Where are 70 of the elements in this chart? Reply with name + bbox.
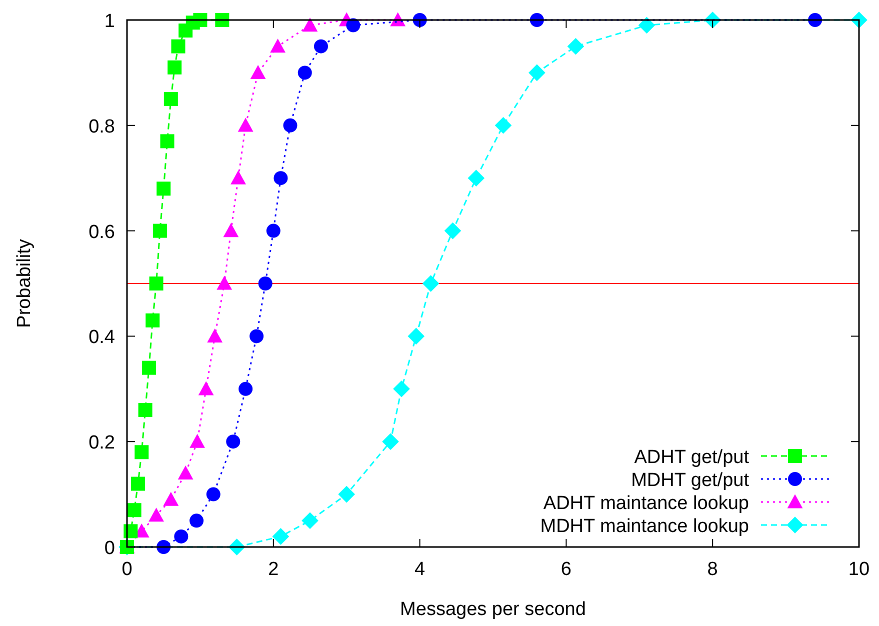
point <box>190 434 205 448</box>
point <box>148 508 164 522</box>
point <box>567 38 584 55</box>
point <box>207 328 223 342</box>
x-tick-label: 10 <box>848 559 870 580</box>
point <box>178 466 194 480</box>
point <box>444 222 462 240</box>
point <box>238 118 254 132</box>
x-tick-label: 6 <box>560 559 572 580</box>
point <box>223 223 239 238</box>
point <box>346 18 360 32</box>
point <box>250 329 264 344</box>
point <box>298 66 312 80</box>
legend-label: ADHT maintance lookup <box>543 493 749 514</box>
point <box>270 38 286 53</box>
point <box>206 487 220 502</box>
y-tick-label: 0.6 <box>88 222 115 243</box>
point <box>164 92 178 106</box>
point <box>422 275 440 292</box>
point <box>163 492 179 506</box>
point <box>216 276 232 290</box>
point <box>134 445 149 460</box>
point <box>230 170 246 184</box>
x-tick-label: 0 <box>122 559 132 580</box>
point <box>338 486 355 503</box>
point <box>266 224 280 238</box>
point <box>274 171 288 186</box>
point <box>408 328 425 345</box>
point <box>156 182 171 196</box>
point <box>302 18 318 32</box>
point <box>638 16 656 34</box>
point <box>190 514 204 528</box>
point <box>168 60 182 74</box>
point <box>160 134 174 148</box>
point <box>314 39 328 54</box>
y-tick-label: 0.4 <box>88 327 116 348</box>
point <box>142 360 156 375</box>
legend-label: ADHT get/put <box>634 447 750 468</box>
point <box>130 476 145 491</box>
point <box>528 64 546 82</box>
point <box>127 503 142 518</box>
point <box>382 433 399 450</box>
point <box>468 170 485 186</box>
point <box>146 313 160 328</box>
point <box>494 117 512 134</box>
y-tick-label: 1 <box>104 11 115 32</box>
point <box>283 118 298 132</box>
point <box>393 380 410 398</box>
x-tick-label: 2 <box>268 559 279 580</box>
point <box>149 276 164 290</box>
legend-label: MDHT get/put <box>631 470 750 491</box>
y-tick-label: 0.2 <box>88 432 115 454</box>
point <box>258 276 272 290</box>
point <box>250 65 266 79</box>
point <box>174 529 188 544</box>
y-axis-title: Probability <box>14 238 35 328</box>
x-axis-title: Messages per second <box>400 599 586 620</box>
point <box>138 402 152 417</box>
point <box>198 381 214 396</box>
y-tick-label: 0 <box>104 538 115 559</box>
y-tick-label: 0.8 <box>88 116 115 138</box>
legend-label: MDHT maintance lookup <box>540 516 749 537</box>
x-tick-label: 8 <box>707 559 718 580</box>
x-tick-label: 4 <box>414 559 426 580</box>
point <box>238 382 253 396</box>
point <box>152 224 167 238</box>
point <box>302 512 318 530</box>
point <box>171 39 186 54</box>
point <box>272 528 290 545</box>
point <box>226 434 240 449</box>
